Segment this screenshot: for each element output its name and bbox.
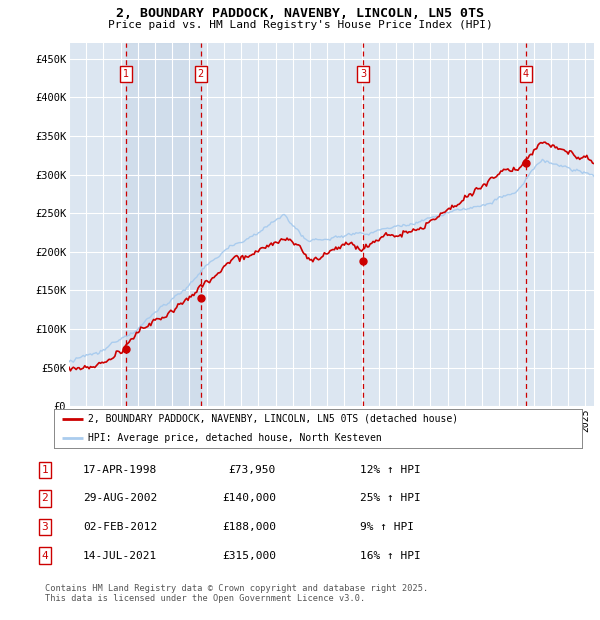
Text: 9% ↑ HPI: 9% ↑ HPI xyxy=(360,522,414,532)
Text: 16% ↑ HPI: 16% ↑ HPI xyxy=(360,551,421,560)
Text: 02-FEB-2012: 02-FEB-2012 xyxy=(83,522,157,532)
Bar xyxy=(125,43,201,406)
Text: 2, BOUNDARY PADDOCK, NAVENBY, LINCOLN, LN5 0TS: 2, BOUNDARY PADDOCK, NAVENBY, LINCOLN, L… xyxy=(116,7,484,20)
Text: 14-JUL-2021: 14-JUL-2021 xyxy=(83,551,157,560)
Text: 12% ↑ HPI: 12% ↑ HPI xyxy=(360,465,421,475)
Text: Price paid vs. HM Land Registry's House Price Index (HPI): Price paid vs. HM Land Registry's House … xyxy=(107,20,493,30)
Text: 25% ↑ HPI: 25% ↑ HPI xyxy=(360,494,421,503)
Text: 4: 4 xyxy=(41,551,49,560)
Text: 4: 4 xyxy=(523,69,529,79)
Text: Contains HM Land Registry data © Crown copyright and database right 2025.
This d: Contains HM Land Registry data © Crown c… xyxy=(45,584,428,603)
Text: 1: 1 xyxy=(41,465,49,475)
Text: 1: 1 xyxy=(122,69,128,79)
Text: 2, BOUNDARY PADDOCK, NAVENBY, LINCOLN, LN5 0TS (detached house): 2, BOUNDARY PADDOCK, NAVENBY, LINCOLN, L… xyxy=(88,414,458,424)
Text: 3: 3 xyxy=(360,69,366,79)
Text: 17-APR-1998: 17-APR-1998 xyxy=(83,465,157,475)
Text: 2: 2 xyxy=(41,494,49,503)
Text: £315,000: £315,000 xyxy=(222,551,276,560)
Text: 2: 2 xyxy=(198,69,204,79)
Text: 3: 3 xyxy=(41,522,49,532)
Text: 29-AUG-2002: 29-AUG-2002 xyxy=(83,494,157,503)
Text: HPI: Average price, detached house, North Kesteven: HPI: Average price, detached house, Nort… xyxy=(88,433,382,443)
Text: £140,000: £140,000 xyxy=(222,494,276,503)
Text: £188,000: £188,000 xyxy=(222,522,276,532)
Text: £73,950: £73,950 xyxy=(229,465,276,475)
